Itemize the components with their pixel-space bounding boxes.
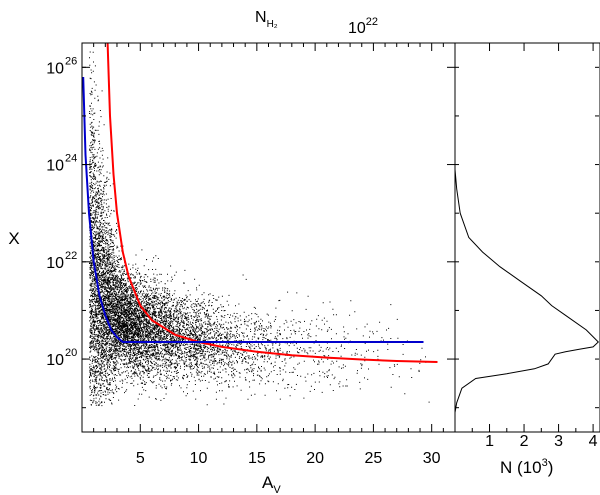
y-tick-label: 10 [46,255,64,272]
x-axis-label: AV [262,473,281,495]
top-axis-label: NH₂ [255,9,278,30]
histogram-x-axis-label-exp: 3 [542,457,548,469]
blue-model-curve [82,76,424,343]
histogram-x-tick-label: 2 [520,433,529,450]
histogram-x-axis-label-main: N (10 [500,458,542,477]
scatter-point-cloud [89,51,430,407]
top-axis-tick-label: 1022 [348,16,378,37]
histogram-x-axis-label: N (103) [500,457,553,477]
x-axis-ticks: 5 10 15 20 25 30 [93,43,444,467]
histogram-x-axis-ticks: 1 2 3 4 [471,43,598,450]
scatter-points [89,51,430,407]
red-model-curve [106,42,438,363]
x-tick-label: 15 [248,450,266,467]
histogram-x-axis-label-close: ) [548,458,554,477]
x-tick-label: 5 [136,450,145,467]
x-tick-label: 25 [365,450,383,467]
y-tick-label-exponent: 26 [65,55,77,67]
top-axis-label-sub: H₂ [267,19,278,30]
y-tick-label-exponent: 24 [65,153,77,165]
histogram-x-tick-label: 3 [554,433,563,450]
top-axis-label-main: N [255,9,267,26]
histogram-plot-frame [454,42,600,433]
histogram-panel: 1 2 3 4 [454,42,600,450]
scatter-plot-frame [81,42,456,433]
histogram-x-tick-label: 1 [485,433,494,450]
y-axis-label: X [8,229,19,248]
y-tick-label-exponent: 20 [65,347,77,359]
histogram-x-tick-label: 4 [589,433,598,450]
histogram-line [454,169,600,413]
x-tick-label: 20 [306,450,324,467]
y-tick-label: 10 [46,60,64,77]
x-tick-label: 30 [423,450,441,467]
y-tick-label: 10 [46,352,64,369]
histogram-curve [454,169,600,413]
x-axis-label-sub: V [273,484,281,495]
top-axis-tick-exp: 22 [366,16,378,28]
x-tick-label: 10 [190,450,208,467]
x-axis-label-main: A [262,473,274,492]
y-tick-label: 10 [46,158,64,175]
model-curves [82,42,438,363]
y-tick-label-exponent: 22 [65,250,77,262]
